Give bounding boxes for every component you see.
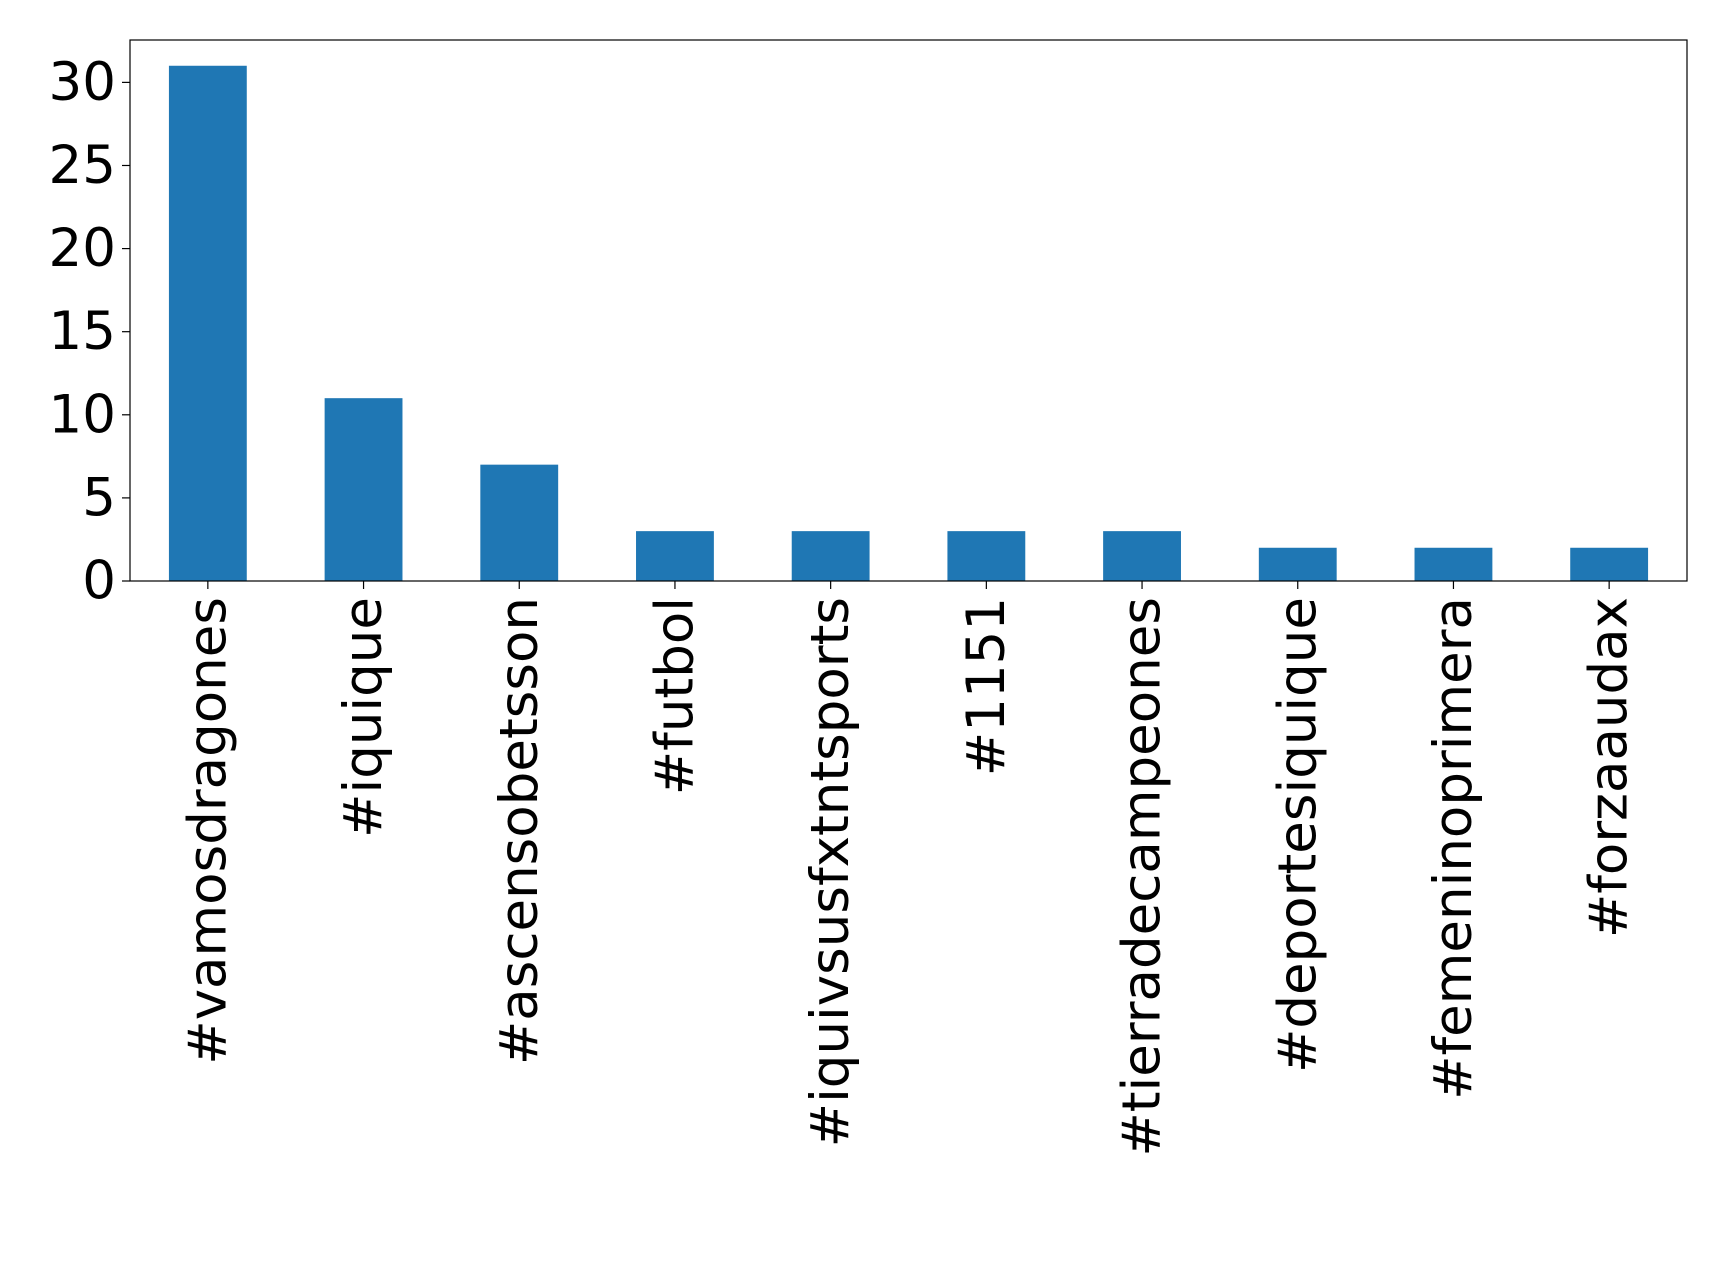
x-tick-label: #forzaaudax: [1579, 597, 1640, 938]
y-tick-label: 25: [49, 135, 116, 196]
bar: [791, 531, 870, 581]
x-tick-label: #ascensobetsson: [489, 597, 550, 1065]
bar: [1570, 547, 1649, 581]
y-tick-label: 15: [49, 301, 116, 362]
bar: [947, 531, 1026, 581]
y-tick-label: 0: [82, 551, 116, 612]
x-tick-label: #iquivsusfxtntsports: [800, 597, 861, 1147]
bar: [1414, 547, 1493, 581]
y-tick-label: 10: [49, 384, 116, 445]
bar: [1103, 531, 1181, 581]
x-tick-label: #vamosdragones: [177, 597, 238, 1065]
bar: [636, 531, 714, 581]
y-tick-label: 5: [82, 467, 116, 528]
x-tick-label: #1151: [956, 597, 1017, 776]
bar: [1258, 547, 1337, 581]
bar: [324, 398, 403, 581]
plot-frame: [129, 39, 1688, 582]
x-tick-label: #deportesiquique: [1267, 597, 1328, 1073]
bar: [168, 65, 247, 581]
x-tick-label: #iquique: [333, 597, 394, 838]
x-tick-label: #tierradecampeones: [1112, 597, 1173, 1157]
x-tick-label: #futbol: [644, 597, 705, 795]
x-tick-label: #femeninoprimera: [1423, 597, 1484, 1100]
y-tick-label: 20: [49, 218, 116, 279]
y-tick-label: 30: [49, 52, 116, 113]
bar: [480, 464, 559, 581]
